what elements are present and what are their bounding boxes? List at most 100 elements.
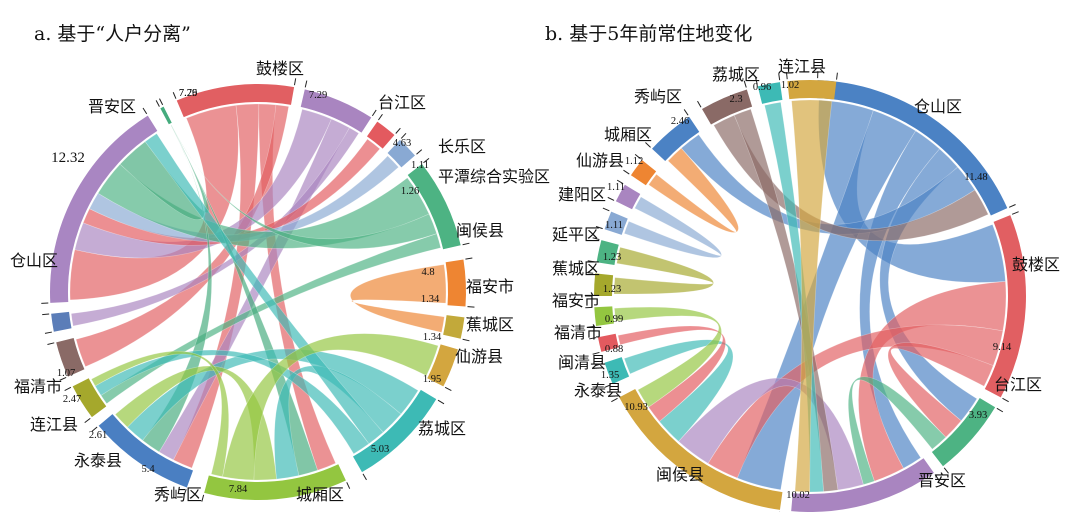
- ribbon-flow: [100, 233, 442, 404]
- arc-tick: [362, 473, 367, 481]
- value-label: 7.29: [309, 90, 327, 101]
- arc-group-10: [98, 414, 194, 488]
- arc-tick: [587, 260, 595, 263]
- arc-group-3: [791, 458, 934, 512]
- arc-group-1: [984, 215, 1026, 398]
- arc-group-12: [56, 337, 85, 377]
- arc-group-7: [594, 306, 614, 327]
- value-label: 0.88: [605, 344, 623, 355]
- value-label: 1.12: [625, 156, 643, 167]
- group-label: 仙游县: [576, 151, 624, 170]
- arc-tick: [172, 92, 177, 99]
- group-label: 秀屿区: [634, 87, 682, 106]
- arc-tick: [602, 207, 610, 212]
- arc-group-0: [176, 84, 295, 118]
- value-label: 7.84: [229, 484, 248, 495]
- group-label: 鼓楼区: [256, 59, 304, 78]
- arc-group-8: [594, 273, 614, 296]
- panel-b-title: b. 基于5年前常住地变化: [545, 23, 752, 45]
- ribbon-flow: [94, 349, 370, 455]
- group-label: 连江县: [778, 57, 826, 76]
- value-label: 11.48: [964, 172, 987, 183]
- group-label: 永泰县: [574, 381, 622, 400]
- value-label: 4.8: [421, 267, 434, 278]
- arc-tick: [293, 78, 297, 86]
- panel-a-title: a. 基于“人户分离”: [34, 23, 191, 45]
- arc-tick: [183, 489, 187, 497]
- value-label: 1.11: [411, 160, 429, 171]
- group-label: 福安市: [552, 291, 600, 310]
- arc-tick: [462, 338, 470, 342]
- value-label: 5.03: [371, 444, 389, 455]
- arc-tick: [142, 107, 148, 115]
- arc-group-9: [596, 240, 619, 266]
- value-label: 2.47: [63, 394, 81, 405]
- value-label: 5.4: [141, 464, 155, 475]
- group-label: 福清市: [14, 377, 62, 396]
- value-label: 2.3: [729, 94, 742, 105]
- arc-tick: [592, 237, 600, 241]
- group-label: 连江县: [30, 415, 78, 434]
- arc-tick: [607, 196, 615, 201]
- arc-tick: [623, 169, 630, 175]
- value-label: 4.63: [393, 138, 411, 149]
- group-label: 晋安区: [88, 97, 136, 116]
- group-label: 平潭综合实验区: [438, 167, 550, 186]
- arc-tick: [604, 384, 612, 388]
- arc-group-11: [72, 378, 107, 418]
- arc-tick: [84, 417, 91, 423]
- arc-tick: [589, 337, 597, 340]
- group-label: 台江区: [378, 93, 426, 112]
- arc-tick: [943, 467, 949, 474]
- group-label: 荔城区: [712, 65, 760, 84]
- arc-tick: [444, 386, 452, 391]
- ribbon-flow: [648, 147, 739, 233]
- arc-group-6: [597, 333, 619, 352]
- arc-group-8: [353, 389, 437, 473]
- group-label: 秀屿区: [154, 485, 202, 504]
- ribbon-flow: [791, 99, 833, 493]
- arc-tick: [616, 179, 624, 185]
- value-label: 7.29: [179, 88, 197, 99]
- arc-tick: [423, 158, 430, 164]
- arc-tick: [462, 242, 470, 246]
- group-label: 福安市: [466, 277, 514, 296]
- arc-tick: [304, 80, 308, 88]
- group-label: 闽侯县: [656, 465, 704, 484]
- arc-tick: [592, 351, 600, 355]
- arc-group-16: [787, 80, 837, 100]
- arc-group-9: [204, 464, 346, 501]
- arc-tick: [59, 376, 67, 381]
- group-label: 仓山区: [10, 251, 58, 270]
- ribbons: [613, 99, 1007, 493]
- value-label: 1.11: [607, 182, 625, 193]
- ribbon-flow: [222, 333, 439, 481]
- ribbon-flow: [887, 342, 994, 438]
- value-label: 1.35: [601, 370, 619, 381]
- ribbon-flow: [90, 350, 229, 477]
- arc-tick: [996, 407, 1004, 413]
- arc-tick: [595, 362, 603, 367]
- arc-tick: [64, 386, 72, 391]
- value-label: 1.07: [57, 368, 75, 379]
- group-label: 永泰县: [74, 451, 122, 470]
- arc-tick: [459, 349, 467, 353]
- group-label: 台江区: [994, 375, 1042, 394]
- arc-tick: [155, 100, 160, 107]
- ribbon-flow: [733, 108, 839, 492]
- arc-tick: [1008, 204, 1016, 208]
- value-label: 1.26: [401, 186, 419, 197]
- arc-tick: [645, 142, 651, 148]
- arc-tick: [466, 317, 474, 319]
- arc-group-14: [50, 115, 158, 303]
- arc-group-6: [443, 315, 465, 339]
- arc-group-5: [445, 259, 466, 307]
- arc-tick: [634, 154, 641, 160]
- arc-tick: [836, 72, 838, 80]
- group-label: 蕉城区: [466, 315, 514, 334]
- arc-group-13: [652, 116, 700, 161]
- arc-group-12: [630, 160, 657, 186]
